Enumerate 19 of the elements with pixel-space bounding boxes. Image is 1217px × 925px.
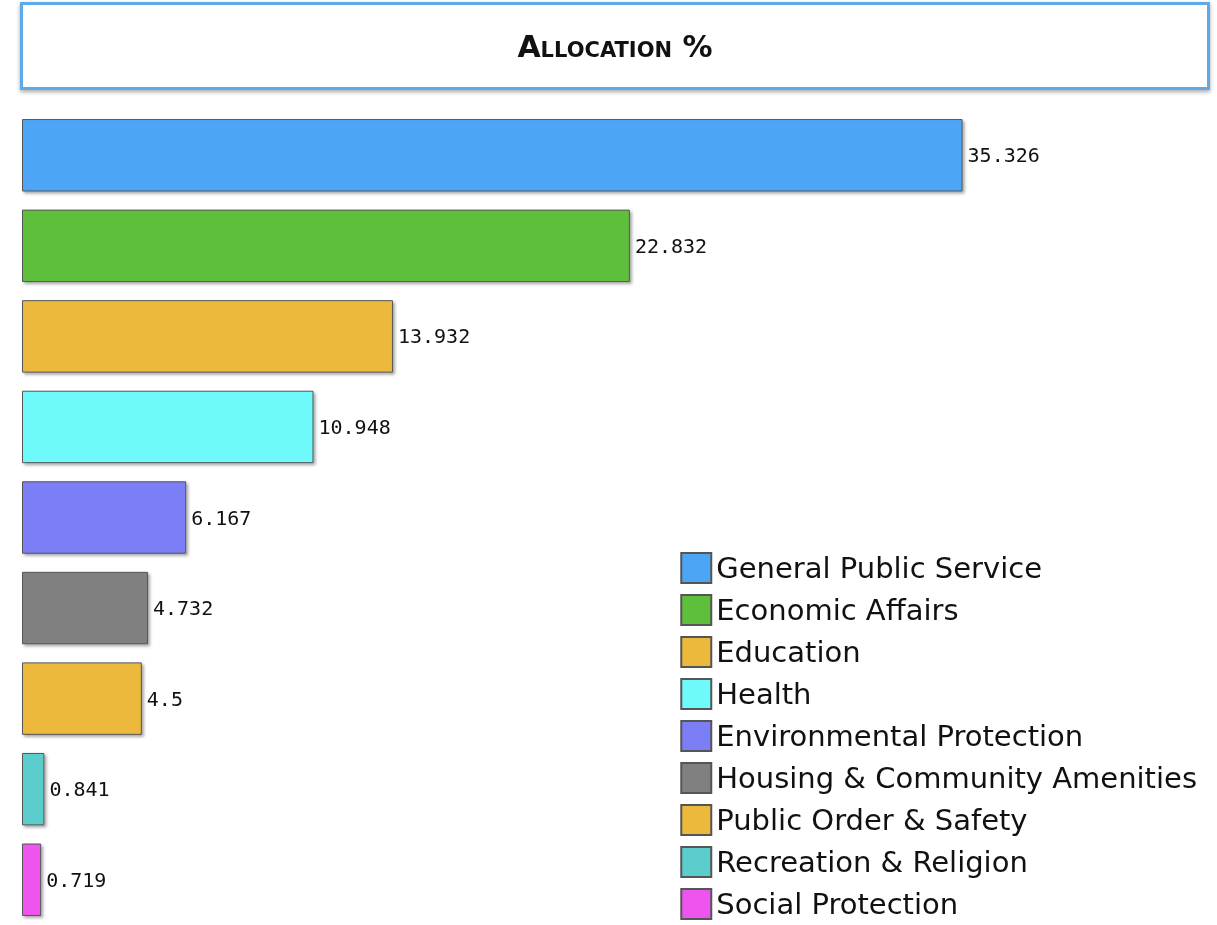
legend-label: Health xyxy=(716,677,812,711)
legend-label: Recreation & Religion xyxy=(716,845,1028,879)
data-label: 4.5 xyxy=(146,686,183,711)
legend-label: Environmental Protection xyxy=(716,719,1084,753)
legend-label: Housing & Community Amenities xyxy=(716,761,1198,795)
data-label: 4.732 xyxy=(152,596,214,621)
data-label: 35.326 xyxy=(967,143,1040,168)
legend-label: Economic Affairs xyxy=(716,593,959,627)
legend-label: Social Protection xyxy=(716,887,959,921)
data-label: 13.932 xyxy=(397,324,471,349)
legend-label: General Public Service xyxy=(716,551,1042,585)
data-label: 10.948 xyxy=(318,414,391,439)
data-label: 22.832 xyxy=(634,233,708,258)
chart-title: Allocation % xyxy=(20,2,1210,90)
legend-label: Education xyxy=(716,635,861,669)
legend-label: Public Order & Safety xyxy=(716,803,1028,837)
data-label: 0.719 xyxy=(46,867,107,892)
data-label: 6.167 xyxy=(191,505,252,530)
data-label: 0.841 xyxy=(49,777,110,802)
